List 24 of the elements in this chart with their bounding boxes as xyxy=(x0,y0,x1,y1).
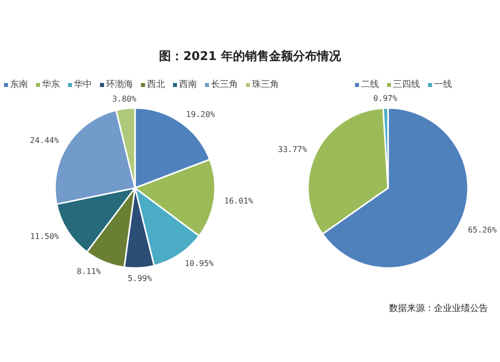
legend-label: 东南 xyxy=(10,79,28,90)
data-label: 11.50% xyxy=(30,232,60,242)
data-label: 24.44% xyxy=(30,136,60,145)
data-label: 8.11% xyxy=(76,267,101,276)
data-label: 5.99% xyxy=(128,274,152,283)
legend-label: 珠三角 xyxy=(252,79,279,90)
legend-label: 环渤海 xyxy=(106,79,133,90)
legend-label: 华东 xyxy=(42,79,60,90)
data-label: 3.80% xyxy=(112,94,136,104)
legend-label: 二线 xyxy=(361,79,379,90)
legend-label: 华中 xyxy=(74,79,92,90)
source-note: 数据来源：企业业绩公告 xyxy=(389,303,488,314)
legend-label: 西南 xyxy=(179,79,197,90)
chart-title: 图：2021 年的销售金额分布情况 xyxy=(159,49,342,63)
data-label: 33.77% xyxy=(278,144,308,154)
legend-label: 一线 xyxy=(434,79,452,90)
data-label: 16.01% xyxy=(224,196,254,206)
data-label: 19.20% xyxy=(186,110,216,119)
legend-label: 长三角 xyxy=(211,79,238,90)
data-label: 0.97% xyxy=(373,94,398,104)
data-label: 10.95% xyxy=(184,259,214,268)
legend-label: 西北 xyxy=(147,79,165,90)
data-label: 65.26% xyxy=(468,226,497,235)
legend-label: 三四线 xyxy=(393,79,420,90)
